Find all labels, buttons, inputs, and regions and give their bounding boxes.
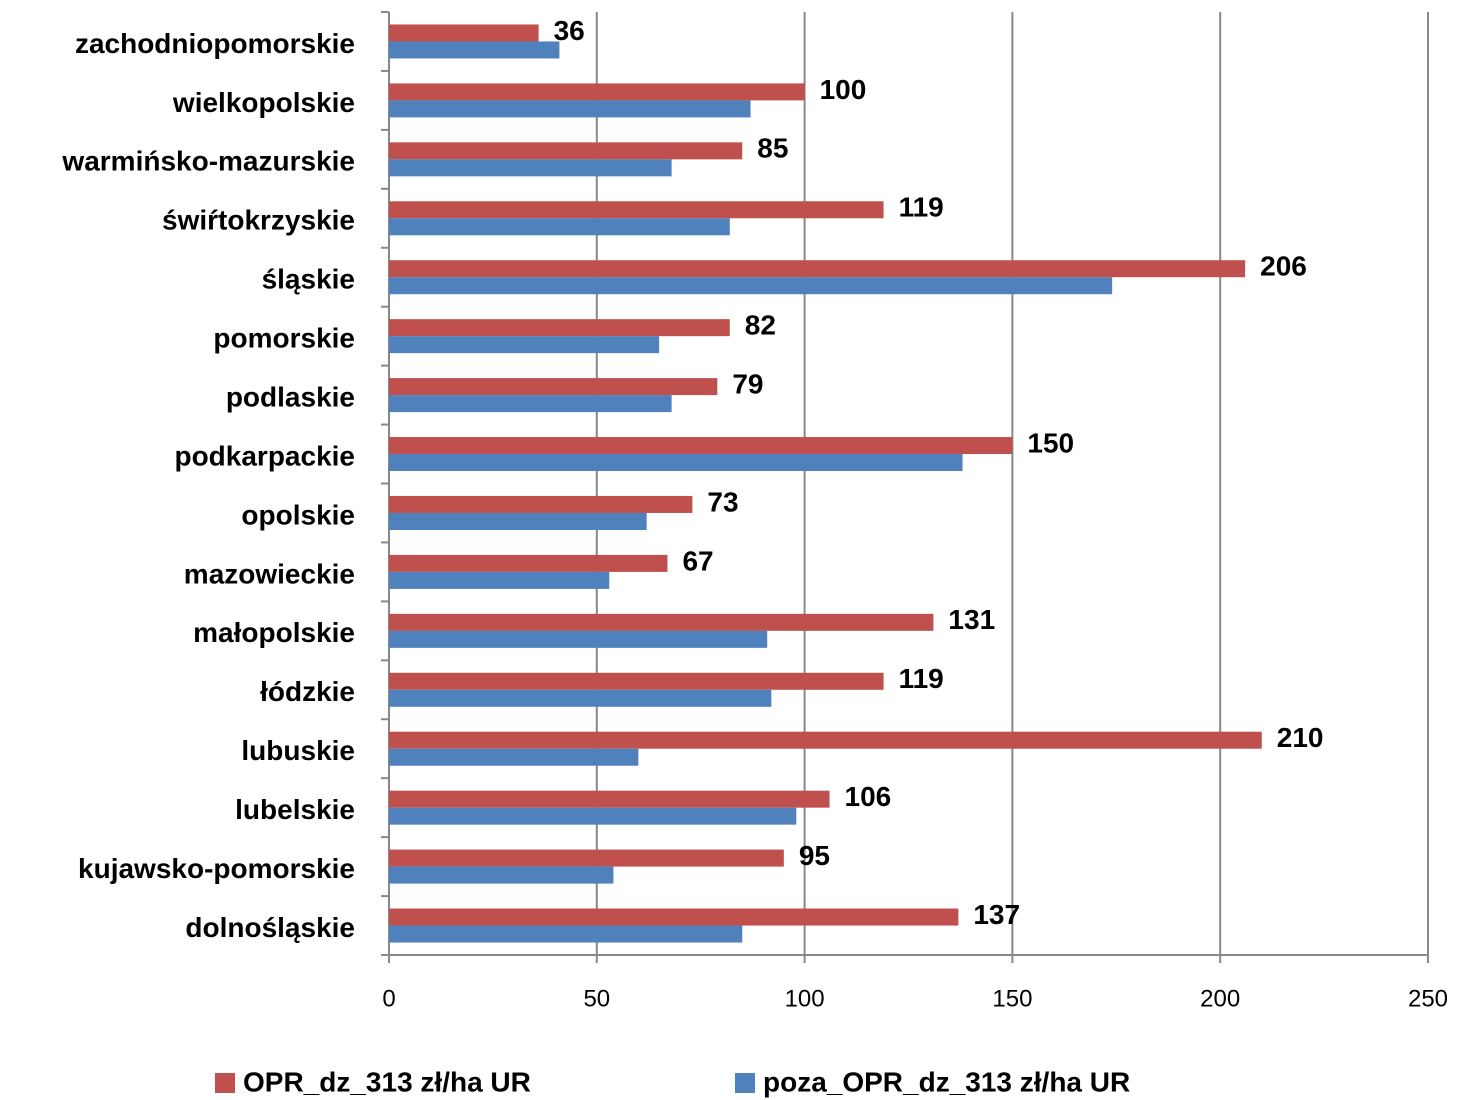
value-label: 100: [820, 74, 867, 105]
bar: [389, 672, 884, 690]
bar: [389, 454, 963, 472]
bar: [389, 554, 668, 572]
value-label: 210: [1277, 722, 1324, 753]
y-tick-label: pomorskie: [213, 323, 355, 354]
legend-swatch: [215, 1073, 235, 1093]
bar: [389, 437, 1013, 455]
bar: [389, 731, 1262, 749]
y-tick-label: kujawsko-pomorskie: [78, 853, 355, 884]
bar: [389, 495, 693, 513]
bar: [389, 277, 1113, 295]
y-tick-label: podlaskie: [226, 381, 355, 412]
bar: [389, 866, 614, 884]
value-label: 150: [1027, 427, 1074, 458]
y-tick-label: śląskie: [262, 264, 355, 295]
value-label: 119: [899, 663, 944, 694]
legend-swatch: [735, 1073, 755, 1093]
bar: [389, 807, 797, 825]
value-label: 82: [745, 310, 776, 341]
bar: [389, 908, 959, 926]
bar: [389, 218, 730, 236]
value-label: 73: [707, 486, 738, 517]
y-tick-label: małopolskie: [193, 617, 355, 648]
bar: [389, 378, 718, 396]
value-label: 119: [899, 192, 944, 223]
bar: [389, 24, 539, 42]
bar: [389, 613, 934, 631]
bar: [389, 630, 768, 648]
value-label: 131: [948, 604, 995, 635]
bar: [389, 336, 660, 354]
bar: [389, 100, 751, 118]
y-tick-label: świŕtokrzyskie: [162, 205, 355, 236]
bar: [389, 748, 639, 766]
value-label: 79: [732, 368, 763, 399]
x-tick-label: 50: [583, 985, 610, 1012]
y-tick-label: warmińsko-mazurskie: [61, 146, 355, 177]
legend-label: poza_OPR_dz_313 zł/ha UR: [763, 1066, 1130, 1097]
bar: [389, 260, 1246, 278]
y-tick-label: łódzkie: [260, 676, 355, 707]
y-tick-label: mazowieckie: [184, 558, 355, 589]
value-label: 137: [973, 899, 1020, 930]
y-tick-label: lubuskie: [241, 735, 355, 766]
bar: [389, 395, 672, 413]
bar: [389, 512, 647, 530]
y-tick-label: dolnośląskie: [185, 912, 355, 943]
bar: [389, 41, 560, 59]
value-label: 95: [799, 840, 830, 871]
x-tick-label: 100: [785, 985, 825, 1012]
bar: [389, 83, 805, 101]
y-tick-label: lubelskie: [235, 794, 355, 825]
x-tick-label: 150: [992, 985, 1032, 1012]
bar: [389, 319, 730, 337]
bar: [389, 689, 772, 707]
bar: [389, 790, 830, 808]
value-label: 106: [845, 781, 892, 812]
y-tick-label: zachodniopomorskie: [75, 28, 355, 59]
value-label: 85: [757, 133, 788, 164]
bar: [389, 925, 743, 943]
x-tick-label: 250: [1408, 985, 1448, 1012]
bar: [389, 142, 743, 160]
x-tick-label: 0: [382, 985, 395, 1012]
y-tick-label: wielkopolskie: [172, 87, 355, 118]
value-label: 67: [682, 545, 713, 576]
x-tick-label: 200: [1200, 985, 1240, 1012]
value-label: 206: [1260, 251, 1307, 282]
bar: [389, 571, 610, 589]
y-tick-label: podkarpackie: [174, 440, 355, 471]
bar: [389, 201, 884, 219]
y-tick-label: opolskie: [241, 499, 355, 530]
bar: [389, 159, 672, 177]
legend-label: OPR_dz_313 zł/ha UR: [243, 1066, 531, 1097]
value-label: 36: [554, 15, 585, 46]
bar: [389, 849, 784, 867]
